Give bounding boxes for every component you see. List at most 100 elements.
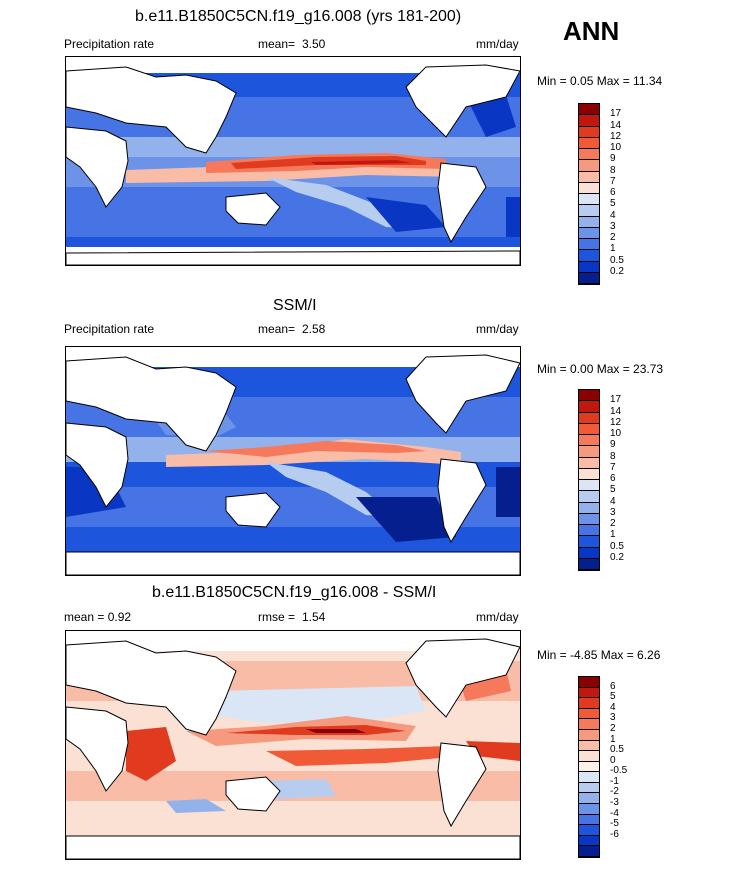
panel1-units: mm/day — [476, 37, 519, 51]
panel2-colorbar-tick-label: 7 — [610, 461, 616, 473]
panel3-colorbar-tick-label: 5 — [610, 691, 616, 703]
panel3-colorbar-swatch — [579, 814, 599, 826]
panel2-colorbar-tick-label: 2 — [610, 518, 616, 529]
panel1-colorbar-swatch — [579, 239, 599, 251]
panel1-colorbar-tick-label: 12 — [610, 130, 622, 142]
panel1-colorbar-swatch — [579, 171, 599, 183]
panel2-mean-label: mean= — [258, 322, 296, 336]
panel3-colorbar-swatch — [579, 708, 599, 720]
panel2-mean-value: 2.58 — [302, 322, 326, 336]
panel3-colorbar-swatch — [579, 740, 599, 752]
panel1-colorbar-swatch — [579, 137, 599, 149]
panel3-colorbar-tick-label: -2 — [610, 786, 619, 798]
panel1-mean-label: mean= — [258, 37, 296, 51]
panel2-colorbar-tick-label: 10 — [610, 428, 622, 439]
panel1-colorbar-tick-label: 3 — [610, 220, 616, 232]
panel3-colorbar-tick-label: -6 — [610, 828, 619, 840]
panel1-colorbar-tick-label: 14 — [610, 119, 622, 131]
panel2-colorbar-tick-label: 3 — [610, 506, 616, 518]
panel2-colorbar-swatch — [579, 446, 599, 458]
panel3-colorbar-tick-label: 1 — [610, 733, 616, 745]
panel1-colorbar-tick-label: 17 — [610, 108, 622, 120]
panel1-variable: Precipitation rate — [64, 37, 155, 51]
panel1-colorbar-swatch — [579, 272, 599, 284]
panel1-map — [65, 56, 521, 266]
panel1-colorbar-tick-label: 9 — [610, 153, 616, 165]
panel2-colorbar-swatch — [579, 513, 599, 525]
panel2-colorbar-swatch — [579, 401, 599, 413]
panel2-variable: Precipitation rate — [64, 322, 155, 336]
panel2-map — [65, 346, 521, 576]
panel2-colorbar-swatch — [579, 536, 599, 548]
panel3-colorbar-tick-label: 2 — [610, 722, 616, 734]
panel3-colorbar-tick-label: 3 — [610, 712, 616, 724]
panel3-colorbar-tick-label: -3 — [610, 797, 619, 809]
panel2-colorbar-swatch — [579, 457, 599, 469]
panel3-colorbar-swatch — [579, 677, 599, 688]
panel2-colorbar-tick-label: 9 — [610, 439, 616, 451]
panel2-colorbar-swatch — [579, 468, 599, 480]
panel2-colorbar-tick-label: 0.5 — [610, 540, 624, 552]
panel3-rmse-value: 1.54 — [302, 610, 326, 624]
panel2-colorbar-tick-label: 12 — [610, 416, 622, 428]
panel1-colorbar-tick-label: 7 — [610, 175, 616, 187]
panel3-colorbar-swatch — [579, 793, 599, 805]
panel2-colorbar-tick-label: 17 — [610, 394, 622, 406]
panel3-colorbar-tick-label: 0 — [610, 754, 616, 766]
panel3-colorbar-tick-label: -5 — [610, 818, 619, 830]
panel1-colorbar-tick-label: 0.5 — [610, 254, 624, 266]
panel1-colorbar-tick-label: 1 — [610, 243, 616, 255]
panel1-colorbar-swatch — [579, 250, 599, 262]
panel1-colorbar-swatch — [579, 182, 599, 194]
panel3-colorbar — [578, 676, 600, 858]
panel3-rmse-label: rmse = — [258, 610, 296, 624]
panel2-colorbar-swatch — [579, 558, 599, 570]
panel2-colorbar-tick-label: 4 — [610, 495, 616, 507]
panel3-title: b.e11.B1850C5CN.f19_g16.008 - SSM/I — [152, 584, 437, 601]
panel3-units: mm/day — [476, 610, 519, 624]
panel3-colorbar-swatch — [579, 729, 599, 741]
panel1-colorbar-tick-label: 10 — [610, 142, 622, 153]
panel1-colorbar-tick-label: 0.2 — [610, 265, 624, 277]
panel3-colorbar-swatch — [579, 751, 599, 762]
panel2-colorbar-tick-label: 1 — [610, 529, 616, 541]
panel2-units: mm/day — [476, 322, 519, 336]
panel3-colorbar-swatch — [579, 698, 599, 709]
panel1-colorbar-swatch — [579, 126, 599, 138]
panel2-colorbar-swatch — [579, 547, 599, 559]
panel2-colorbar-swatch — [579, 390, 599, 402]
panel3-colorbar-swatch — [579, 772, 599, 783]
panel3-colorbar-tick-label: 6 — [610, 680, 616, 692]
panel1-colorbar-swatch — [579, 149, 599, 161]
panel1-colorbar — [578, 103, 600, 285]
panel3-colorbar-swatch — [579, 835, 599, 847]
panel2-colorbar-tick-label: 5 — [610, 484, 616, 496]
panel1-title: b.e11.B1850C5CN.f19_g16.008 (yrs 181-200… — [135, 8, 462, 25]
panel1-colorbar-swatch — [579, 227, 599, 239]
season-label: ANN — [563, 16, 620, 46]
panel3-map — [65, 630, 521, 860]
panel3-colorbar-swatch — [579, 804, 599, 815]
panel2-colorbar-tick-label: 6 — [610, 473, 616, 484]
panel3-colorbar-tick-label: -4 — [610, 807, 619, 819]
panel3-colorbar-swatch — [579, 825, 599, 836]
panel3-colorbar-swatch — [579, 761, 599, 773]
panel2-colorbar-swatch — [579, 423, 599, 435]
panel3-colorbar-tick-label: 4 — [610, 701, 616, 713]
panel2-minmax: Min = 0.00 Max = 23.73 — [537, 362, 664, 376]
panel1-mean-value: 3.50 — [302, 37, 326, 51]
panel1-colorbar-swatch — [579, 160, 599, 172]
panel3-colorbar-swatch — [579, 782, 599, 794]
panel3-colorbar-swatch — [579, 687, 599, 699]
panel1-colorbar-swatch — [579, 216, 599, 228]
panel3-colorbar-tick-label: -1 — [610, 775, 619, 787]
panel1-colorbar-swatch — [579, 194, 599, 206]
panel1-colorbar-tick-label: 4 — [610, 209, 616, 221]
panel3-mean: mean = 0.92 — [64, 610, 132, 624]
panel2-colorbar-tick-label: 0.2 — [610, 551, 624, 563]
panel3-colorbar-swatch — [579, 846, 599, 857]
panel2-colorbar-swatch — [579, 525, 599, 537]
panel2-colorbar-tick-label: 14 — [610, 405, 622, 417]
panel2-title: SSM/I — [273, 297, 317, 314]
panel1-minmax: Min = 0.05 Max = 11.34 — [537, 74, 663, 88]
